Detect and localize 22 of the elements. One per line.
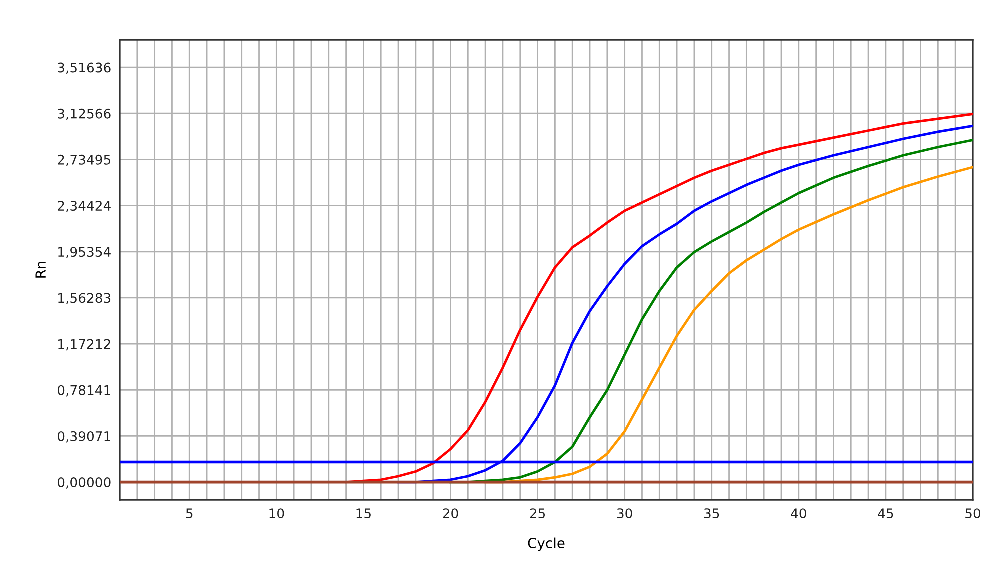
- x-tick-label: 20: [443, 508, 458, 519]
- x-tick-label: 40: [791, 508, 806, 519]
- x-tick-label: 50: [966, 508, 981, 519]
- y-tick-label: 1,17212: [58, 339, 110, 351]
- y-tick-label: 1,95354: [58, 247, 111, 258]
- y-tick-label: 3,51636: [58, 62, 111, 74]
- y-tick-label: 3,12566: [58, 108, 111, 120]
- y-tick-label: 0,39071: [58, 431, 110, 443]
- x-tick-label: 15: [356, 508, 371, 519]
- y-tick-label: 2,73495: [58, 154, 111, 166]
- x-tick-label: 25: [530, 508, 546, 519]
- x-tick-label: 30: [617, 508, 632, 519]
- x-tick-label: 10: [270, 508, 284, 519]
- x-axis-title: Cycle: [528, 538, 565, 552]
- x-tick-label: 45: [878, 508, 894, 519]
- x-tick-label: 5: [186, 508, 193, 519]
- y-tick-label: 0,00000: [58, 478, 111, 489]
- x-tick-label: 35: [704, 508, 720, 519]
- y-tick-label: 0,78141: [58, 385, 110, 397]
- y-tick-label: 1,56283: [58, 293, 111, 305]
- y-tick-label: 2,34424: [58, 201, 111, 212]
- y-axis-title: Rn: [36, 262, 46, 278]
